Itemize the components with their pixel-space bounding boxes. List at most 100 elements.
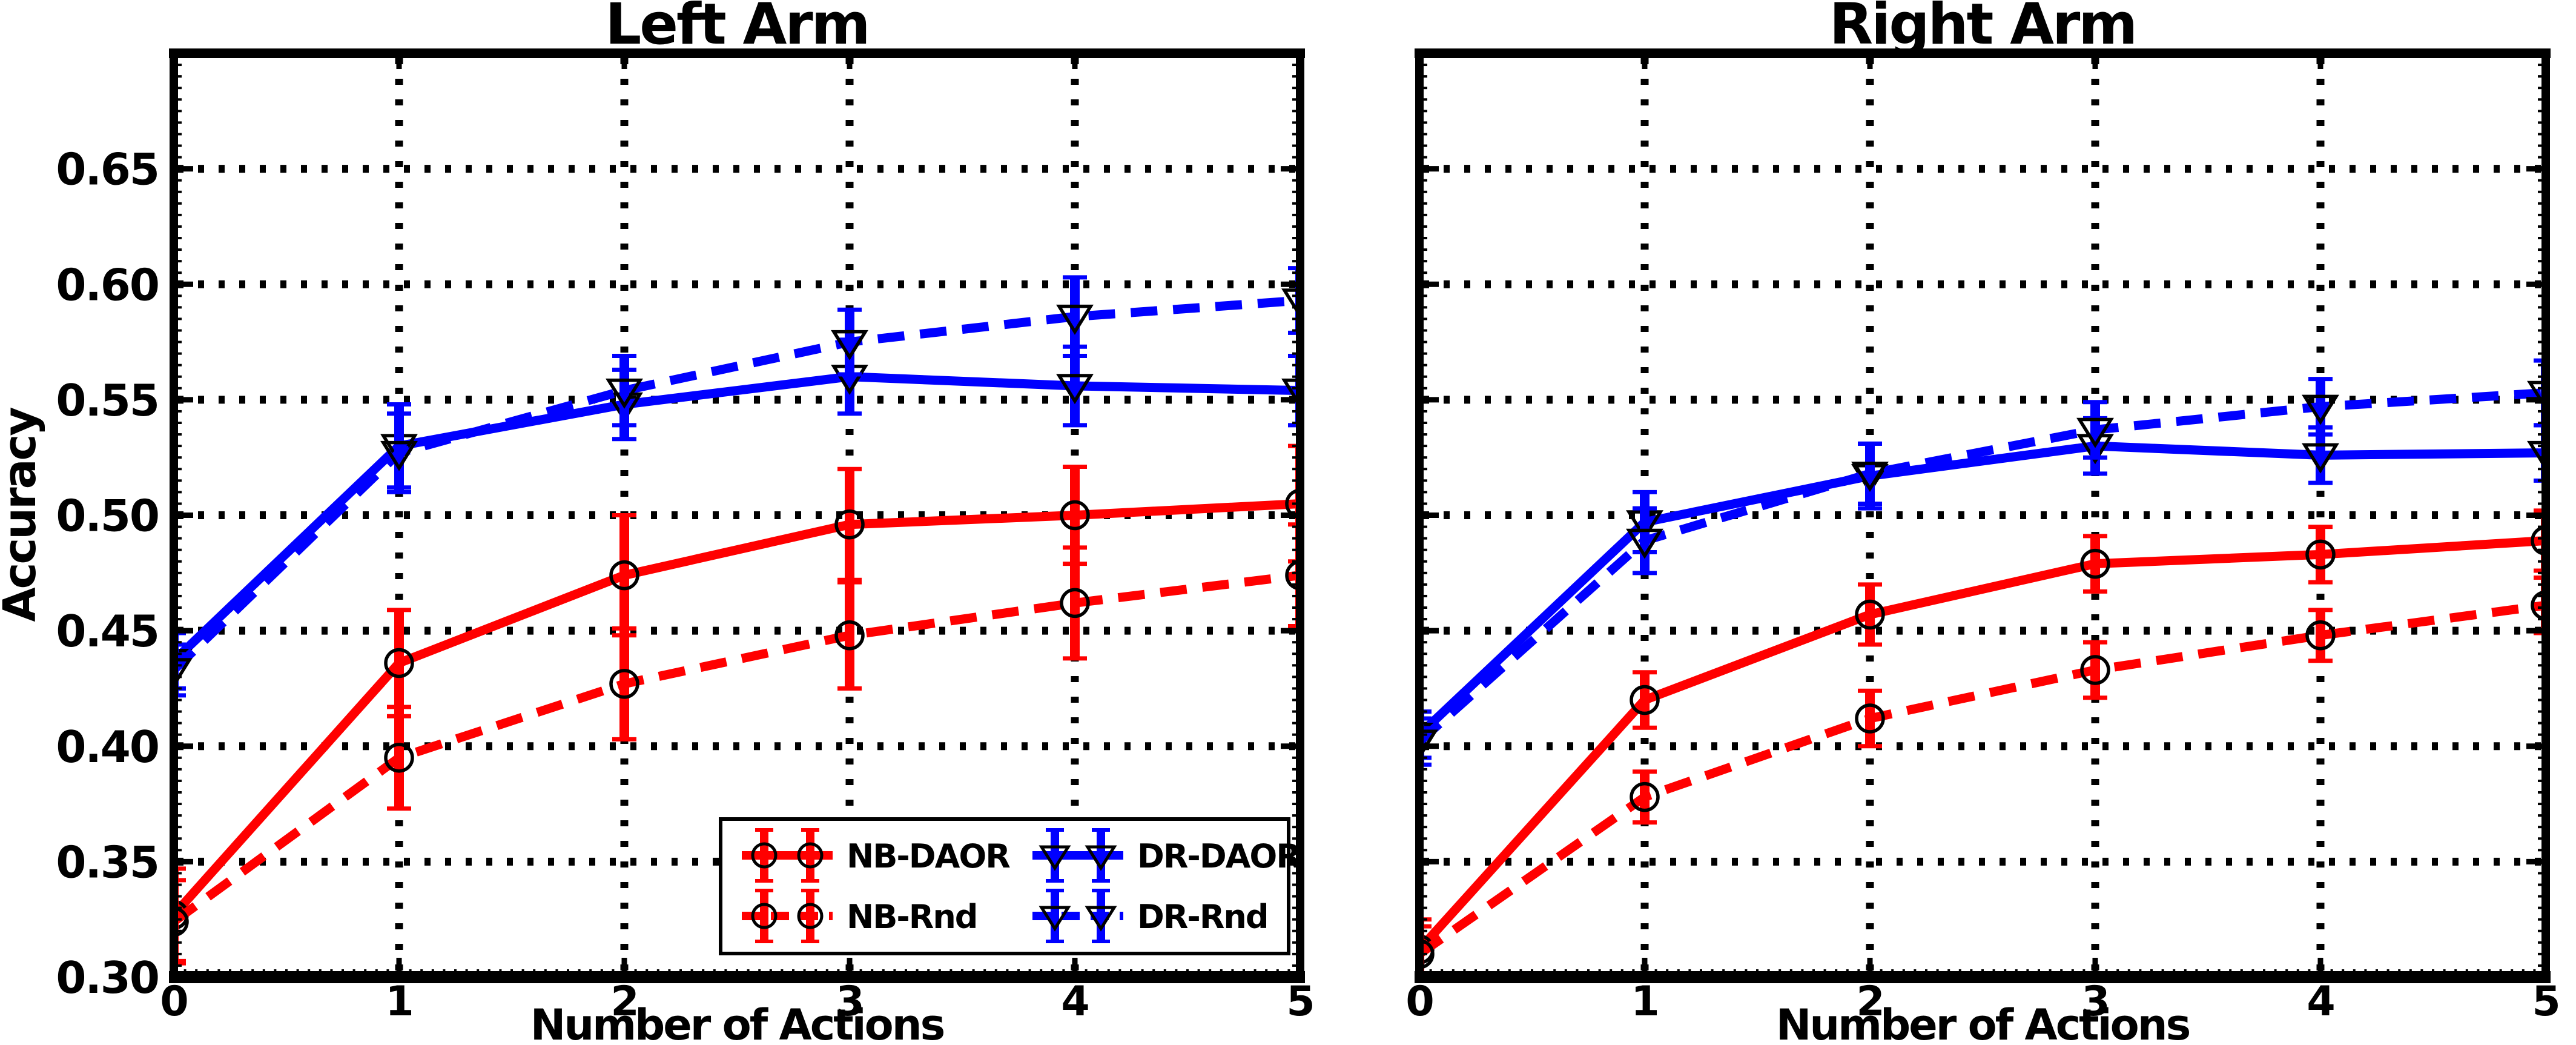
circle-marker [1419, 939, 1435, 969]
legend-label: NB-Rnd [847, 898, 977, 936]
circle-marker [1060, 588, 1090, 619]
circle-marker [2080, 655, 2110, 685]
triangle-down-marker [1281, 288, 1300, 319]
triangle-down-marker [2302, 394, 2339, 425]
triangle-down-marker [174, 658, 193, 689]
circle-marker [384, 743, 414, 773]
markers [174, 288, 1300, 689]
x-tick-label: 3 [2081, 978, 2109, 1026]
panel-title: Left Arm [605, 0, 868, 58]
circle-marker [174, 906, 189, 937]
legend-label: DR-Rnd [1137, 898, 1268, 936]
x-tick-label: 5 [1286, 978, 1313, 1026]
y-tick-label: 0.60 [56, 259, 159, 310]
y-tick-label: 0.35 [56, 837, 159, 887]
x-tick-label: 3 [836, 978, 863, 1026]
series-line [1419, 388, 2546, 745]
triangle-down-marker [1085, 906, 1117, 932]
panel-right-arm: 0 1 2 3 4 5 Right Arm Number of Actions [1405, 0, 2560, 1045]
series-NB-Rnd [174, 522, 1300, 966]
triangle-down-marker [1056, 304, 1094, 335]
triangle-down-marker [1056, 374, 1094, 405]
circle-marker [751, 903, 778, 929]
panel-title: Right Arm [1829, 0, 2136, 58]
legend-entry-NB-DAOR: NB-DAOR [742, 828, 1011, 883]
series-line [1419, 441, 2546, 738]
circle-marker [609, 669, 639, 699]
y-tick-label: 0.45 [56, 606, 159, 657]
triangle-down-marker [1039, 845, 1071, 871]
circle-marker [797, 842, 824, 869]
circle-marker [2080, 548, 2110, 579]
x-tick-label: 4 [1061, 978, 1088, 1026]
circle-marker [797, 903, 824, 929]
circle-marker [834, 509, 865, 540]
series-line [174, 372, 1300, 665]
legend-entry-DR-DAOR: DR-DAOR [1032, 828, 1302, 883]
circle-marker [751, 842, 778, 869]
triangle-down-marker [1281, 378, 1300, 409]
series-layer [174, 266, 1300, 966]
series-NB-Rnd [1419, 575, 2546, 977]
x-tick-label: 0 [160, 978, 187, 1026]
series-line [1419, 600, 2546, 958]
error-bars [174, 266, 1300, 698]
circle-marker [609, 560, 639, 591]
y-tick-label: 0.40 [56, 722, 159, 772]
y-tick-label: 0.65 [56, 144, 159, 195]
legend-entry-DR-Rnd: DR-Rnd [1032, 889, 1269, 943]
triangle-down-marker [2076, 417, 2114, 448]
gridlines [1423, 58, 2543, 975]
legend-box [719, 817, 1290, 955]
circle-marker [1630, 685, 1660, 715]
circle-marker [1285, 560, 1300, 591]
x-tick-label: 4 [2307, 978, 2334, 1026]
x-tick-label: 2 [610, 978, 638, 1026]
circle-marker [2305, 539, 2336, 570]
triangle-down-marker [831, 330, 868, 360]
triangle-down-marker [1039, 906, 1071, 932]
series-DR-Rnd [174, 266, 1300, 698]
panel-left-arm: 0.30 0.35 0.40 0.45 0.50 0.55 0.60 0.65 0 1 2 3 4 5 Le… [0, 0, 1315, 1045]
series-layer [1419, 358, 2546, 977]
x-tick-label: 5 [2532, 978, 2559, 1026]
series-line [1419, 536, 2546, 953]
markers [1419, 590, 2546, 969]
triangle-down-marker [2527, 440, 2546, 471]
circle-marker [2531, 590, 2546, 620]
circle-marker [1285, 488, 1300, 519]
y-tick-label: 0.50 [56, 491, 159, 542]
x-tick-label: 2 [1856, 978, 1883, 1026]
circle-marker [2531, 525, 2546, 556]
triangle-down-marker [1085, 845, 1117, 871]
series-NB-DAOR [1419, 508, 2546, 977]
x-tick-label: 0 [1405, 978, 1433, 1026]
x-tick-label: 1 [385, 978, 412, 1026]
circle-marker [834, 620, 865, 651]
circle-marker [2305, 620, 2336, 651]
ticks [1416, 53, 2549, 980]
triangle-down-marker [1626, 528, 1663, 559]
y-tick-label: 0.55 [56, 375, 159, 426]
series-line [174, 571, 1300, 926]
y-tick-label: 0.30 [56, 952, 159, 1003]
series-NB-DAOR [174, 443, 1300, 963]
circle-marker [384, 648, 414, 678]
markers [174, 560, 1300, 937]
circle-marker [1060, 500, 1090, 531]
x-axis-label: Number of Actions [530, 1000, 944, 1043]
triangle-down-marker [2302, 443, 2339, 474]
triangle-down-marker [606, 378, 643, 409]
x-axis-label: Number of Actions [1776, 1000, 2190, 1043]
series-line [174, 296, 1300, 674]
triangle-down-marker [1851, 462, 1889, 493]
legend-entry-NB-Rnd: NB-Rnd [742, 889, 978, 943]
series-line [174, 499, 1300, 918]
triangle-down-marker [2527, 380, 2546, 411]
tick-labels: 0 1 2 3 4 5 [1405, 978, 2560, 1026]
legend-label: DR-DAOR [1137, 837, 1301, 875]
tick-labels: 0.30 0.35 0.40 0.45 0.50 0.55 0.60 0.65 0 1 2 3 4 5 [56, 144, 1315, 1026]
legend-label: NB-DAOR [847, 837, 1010, 875]
